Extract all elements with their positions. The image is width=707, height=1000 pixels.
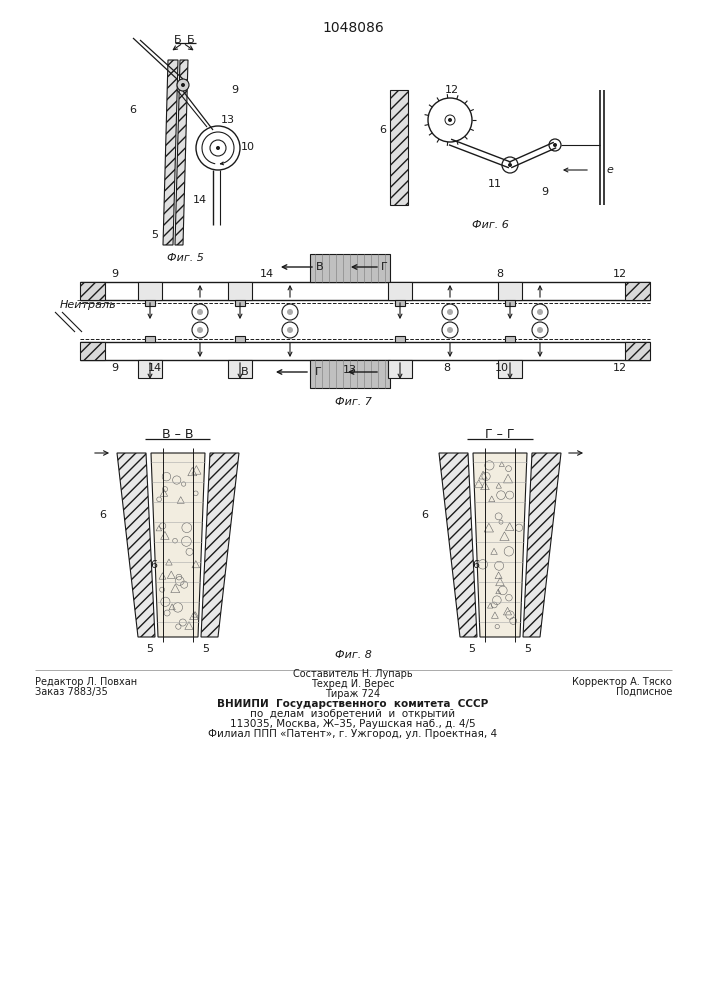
Bar (138, 282, 162, 300)
Text: 9: 9 (231, 85, 238, 95)
Circle shape (447, 327, 453, 333)
Bar (80, 282, 105, 300)
Polygon shape (523, 453, 561, 637)
Circle shape (197, 327, 203, 333)
Polygon shape (163, 60, 178, 245)
Text: Фиг. 7: Фиг. 7 (334, 397, 371, 407)
Bar (310, 360, 390, 388)
Text: 14: 14 (148, 363, 162, 373)
Text: по  делам  изобретений  и  открытий: по делам изобретений и открытий (250, 709, 455, 719)
Circle shape (447, 309, 453, 315)
Polygon shape (175, 60, 188, 245)
Text: 6: 6 (421, 510, 428, 520)
Bar (228, 360, 252, 378)
Bar (235, 336, 245, 342)
Text: 5: 5 (146, 644, 153, 654)
Circle shape (197, 309, 203, 315)
Text: Г – Г: Г – Г (485, 428, 515, 442)
Bar (235, 300, 245, 306)
Circle shape (181, 83, 185, 87)
Polygon shape (117, 453, 155, 637)
Text: Фиг. 8: Фиг. 8 (334, 650, 371, 660)
Bar (498, 360, 522, 378)
Polygon shape (473, 453, 527, 637)
Text: 8: 8 (496, 269, 503, 279)
Text: 12: 12 (613, 269, 627, 279)
Text: 9: 9 (112, 269, 119, 279)
Text: ВНИИПИ  Государственного  комитета  СССР: ВНИИПИ Государственного комитета СССР (217, 699, 489, 709)
Text: Фиг. 6: Фиг. 6 (472, 220, 508, 230)
Text: Техред И. Верес: Техред И. Верес (311, 679, 395, 689)
Text: 13: 13 (221, 115, 235, 125)
Text: Филиал ППП «Патент», г. Ужгород, ул. Проектная, 4: Филиал ППП «Патент», г. Ужгород, ул. Про… (209, 729, 498, 739)
Text: 13: 13 (343, 365, 357, 375)
Bar (625, 282, 650, 300)
Bar (80, 342, 105, 360)
Text: В – В: В – В (162, 428, 194, 442)
Bar (505, 300, 515, 306)
Text: 6: 6 (100, 510, 107, 520)
Text: 113035, Москва, Ж–35, Раушская наб., д. 4/5: 113035, Москва, Ж–35, Раушская наб., д. … (230, 719, 476, 729)
Bar (228, 282, 252, 300)
Text: 6: 6 (129, 105, 136, 115)
Text: 12: 12 (613, 363, 627, 373)
Text: Заказ 7883/35: Заказ 7883/35 (35, 687, 107, 697)
Text: 1048086: 1048086 (322, 21, 384, 35)
Text: 6: 6 (380, 125, 387, 135)
Circle shape (216, 146, 220, 150)
Circle shape (287, 327, 293, 333)
Bar (498, 282, 522, 300)
Text: 5: 5 (202, 644, 209, 654)
Polygon shape (439, 453, 477, 637)
Text: 6: 6 (151, 560, 158, 570)
Text: Составитель Н. Лупарь: Составитель Н. Лупарь (293, 669, 413, 679)
Text: 5: 5 (151, 230, 158, 240)
Circle shape (553, 143, 557, 147)
Text: Тираж 724: Тираж 724 (325, 689, 380, 699)
Circle shape (537, 327, 543, 333)
Bar (145, 300, 155, 306)
Polygon shape (390, 90, 408, 205)
Bar (388, 360, 412, 378)
Bar (145, 336, 155, 342)
Polygon shape (151, 453, 205, 637)
Text: 14: 14 (193, 195, 207, 205)
Text: Г: Г (315, 367, 322, 377)
Circle shape (287, 309, 293, 315)
Bar (310, 254, 390, 282)
Bar (505, 336, 515, 342)
Text: Нейтраль: Нейтраль (60, 300, 117, 310)
Text: В: В (241, 367, 249, 377)
Bar (395, 336, 405, 342)
Bar (388, 282, 412, 300)
Bar (625, 342, 650, 360)
Bar (395, 300, 405, 306)
Bar (138, 360, 162, 378)
Circle shape (177, 79, 189, 91)
Circle shape (537, 309, 543, 315)
Text: Фиг. 5: Фиг. 5 (167, 253, 204, 263)
Text: 6: 6 (472, 560, 479, 570)
Polygon shape (201, 453, 239, 637)
Text: 9: 9 (542, 187, 549, 197)
Text: Б: Б (174, 35, 182, 45)
Text: 5: 5 (469, 644, 476, 654)
Circle shape (508, 163, 512, 167)
Text: 11: 11 (488, 179, 502, 189)
Text: Редактор Л. Повхан: Редактор Л. Повхан (35, 677, 137, 687)
Text: 10: 10 (241, 142, 255, 152)
Text: 10: 10 (495, 363, 509, 373)
Text: Б: Б (187, 35, 195, 45)
Text: 9: 9 (112, 363, 119, 373)
Text: 8: 8 (443, 363, 450, 373)
Text: Г: Г (380, 262, 387, 272)
Text: 12: 12 (445, 85, 459, 95)
Text: е: е (607, 165, 614, 175)
Circle shape (448, 118, 452, 122)
Text: Подписное: Подписное (616, 687, 672, 697)
Text: В: В (316, 262, 324, 272)
Text: Корректор А. Тяско: Корректор А. Тяско (572, 677, 672, 687)
Text: 14: 14 (260, 269, 274, 279)
Text: 5: 5 (525, 644, 532, 654)
